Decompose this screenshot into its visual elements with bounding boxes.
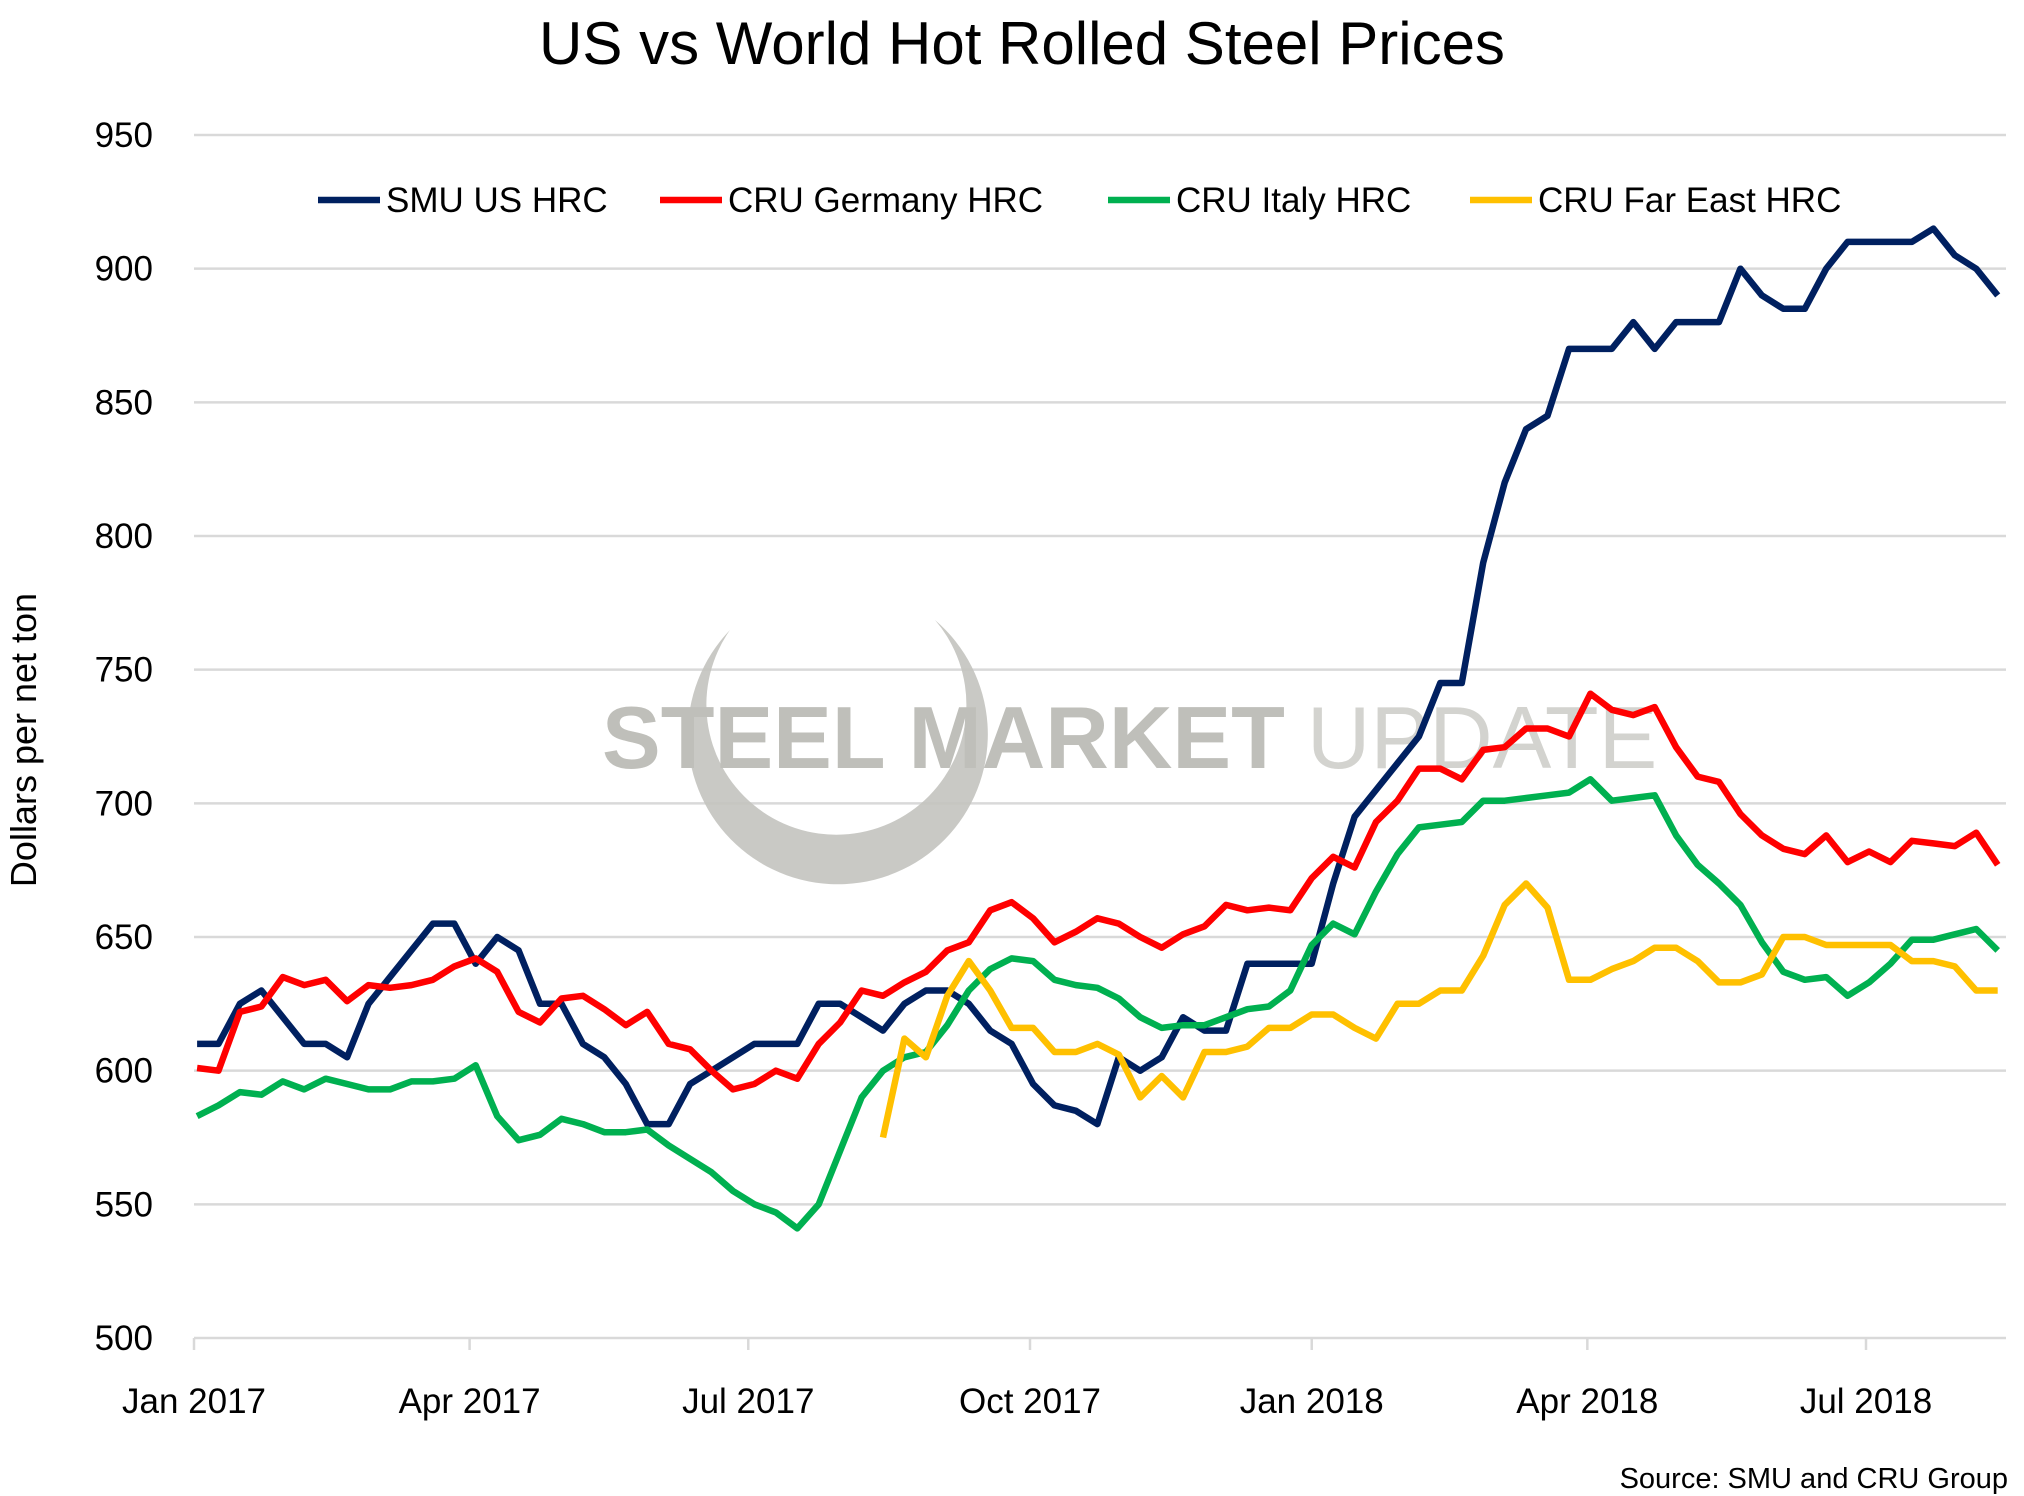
x-tick-label: Jul 2018 xyxy=(1800,1382,1932,1421)
x-tick-label: Apr 2018 xyxy=(1516,1382,1658,1421)
legend-label: SMU US HRC xyxy=(386,181,608,220)
y-axis-ticks: 500 550 600 650 700 750 800 850 900 950 xyxy=(95,116,153,1358)
x-tick-label: Oct 2017 xyxy=(959,1382,1101,1421)
series-3 xyxy=(879,880,1998,1139)
watermark-crescent xyxy=(687,620,988,885)
x-tick-label: Jul 2017 xyxy=(682,1382,814,1421)
x-axis-ticks: Jan 2017 Apr 2017 Jul 2017 Oct 2017 Jan 2018… xyxy=(122,1338,1932,1421)
y-tick-label: 950 xyxy=(95,116,153,155)
y-tick-label: 900 xyxy=(95,250,153,289)
series-0 xyxy=(196,225,2001,1128)
x-tick-label: Jan 2017 xyxy=(122,1382,266,1421)
chart-title: US vs World Hot Rolled Steel Prices xyxy=(539,10,1505,77)
watermark-text-bold: STEEL MARKET UPDATE xyxy=(602,688,1657,787)
y-tick-label: 550 xyxy=(95,1185,153,1224)
watermark-logo: STEEL MARKET UPDATE xyxy=(602,620,1657,885)
y-tick-label: 800 xyxy=(95,517,153,556)
legend-label: CRU Italy HRC xyxy=(1176,181,1411,220)
source-note: Source: SMU and CRU Group xyxy=(1620,1463,2008,1495)
series-line xyxy=(195,776,2000,1232)
series-1 xyxy=(196,690,2001,1093)
legend-item: SMU US HRC xyxy=(318,181,608,220)
y-tick-label: 700 xyxy=(95,784,153,823)
y-tick-label: 600 xyxy=(95,1052,153,1091)
legend-item: CRU Italy HRC xyxy=(1108,181,1411,220)
legend-item: CRU Far East HRC xyxy=(1470,181,1841,220)
y-tick-label: 500 xyxy=(95,1319,153,1358)
legend: SMU US HRC CRU Germany HRC CRU Italy HRC CR… xyxy=(318,181,1841,220)
legend-item: CRU Germany HRC xyxy=(660,181,1043,220)
y-axis-label: Dollars per net ton xyxy=(3,593,44,887)
y-tick-label: 850 xyxy=(95,383,153,422)
watermark-text-light: UPDATE xyxy=(1307,688,1657,787)
series-2 xyxy=(195,776,2000,1232)
x-tick-label: Jan 2018 xyxy=(1240,1382,1384,1421)
x-tick-label: Apr 2017 xyxy=(399,1382,541,1421)
series-lines xyxy=(195,225,2001,1232)
legend-label: CRU Germany HRC xyxy=(728,181,1043,220)
legend-label: CRU Far East HRC xyxy=(1538,181,1841,220)
y-tick-label: 650 xyxy=(95,918,153,957)
y-tick-label: 750 xyxy=(95,651,153,690)
